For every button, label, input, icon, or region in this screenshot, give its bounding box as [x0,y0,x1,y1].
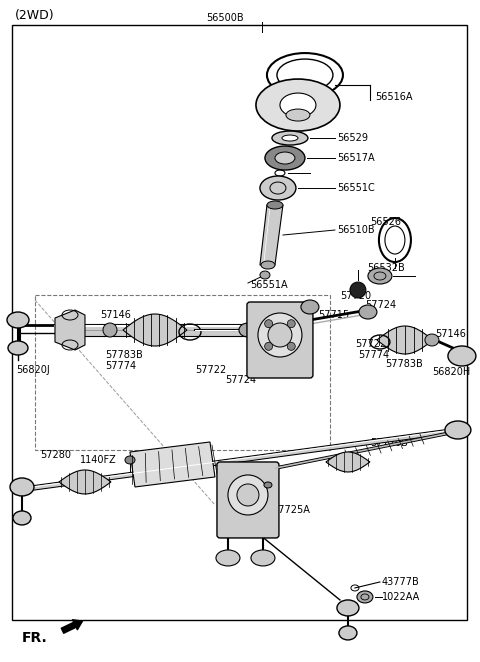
Ellipse shape [368,268,392,284]
Text: 43777B: 43777B [382,577,420,587]
Ellipse shape [268,323,292,347]
Text: 57146: 57146 [435,329,466,339]
Text: 56517A: 56517A [337,153,374,163]
Ellipse shape [337,600,359,616]
Text: 57774: 57774 [105,361,136,371]
Ellipse shape [264,320,273,328]
Text: 56500B: 56500B [206,13,244,23]
Ellipse shape [339,626,357,640]
Ellipse shape [425,334,439,346]
Polygon shape [377,326,433,354]
Text: 57774: 57774 [358,350,389,360]
Ellipse shape [256,79,340,131]
Text: 57720B: 57720B [370,438,408,448]
Ellipse shape [260,271,270,279]
Ellipse shape [280,93,316,117]
Text: 57724: 57724 [365,300,396,310]
Ellipse shape [228,475,268,515]
Text: 56529: 56529 [337,133,368,143]
Text: 1140FZ: 1140FZ [80,455,117,465]
Text: 57783B: 57783B [105,350,143,360]
Text: 56820H: 56820H [432,367,470,377]
Text: 57725A: 57725A [272,505,310,515]
Ellipse shape [239,323,257,337]
Ellipse shape [251,550,275,566]
Ellipse shape [13,511,31,525]
Text: 56551A: 56551A [250,280,288,290]
Ellipse shape [287,320,295,328]
FancyBboxPatch shape [247,302,313,378]
Text: 56532B: 56532B [367,263,405,273]
Ellipse shape [265,146,305,170]
Ellipse shape [264,482,272,488]
Text: 1022AA: 1022AA [382,592,420,602]
Text: 57720: 57720 [340,291,371,301]
Ellipse shape [8,341,28,355]
Ellipse shape [267,201,283,209]
Text: FR.: FR. [22,631,48,645]
Ellipse shape [263,507,273,517]
Ellipse shape [237,484,259,506]
Text: 57783B: 57783B [385,359,423,369]
Ellipse shape [301,300,319,314]
FancyArrowPatch shape [61,620,83,634]
Polygon shape [55,310,85,350]
Ellipse shape [350,282,366,298]
FancyBboxPatch shape [217,462,279,538]
Ellipse shape [10,478,34,496]
Text: 57724: 57724 [225,375,256,385]
Text: 56510B: 56510B [337,225,374,235]
Ellipse shape [448,346,476,366]
Ellipse shape [287,342,295,350]
FancyBboxPatch shape [55,324,285,336]
Polygon shape [326,452,370,472]
Text: 57722: 57722 [355,339,386,349]
Polygon shape [59,470,111,494]
Text: 56551C: 56551C [337,183,375,193]
Ellipse shape [260,176,296,200]
Ellipse shape [359,305,377,319]
Text: (2WD): (2WD) [15,9,55,22]
Text: 57715: 57715 [318,310,349,320]
Ellipse shape [261,261,275,269]
Ellipse shape [445,421,471,439]
Ellipse shape [275,152,295,164]
Polygon shape [260,205,283,265]
Polygon shape [123,314,187,346]
Text: 56820J: 56820J [16,365,50,375]
Ellipse shape [357,591,373,603]
Ellipse shape [103,323,117,337]
Ellipse shape [258,313,302,357]
Text: 57722: 57722 [195,365,226,375]
Ellipse shape [282,135,298,141]
Text: 56516A: 56516A [375,92,412,102]
Polygon shape [130,442,215,487]
Ellipse shape [264,342,273,350]
Ellipse shape [7,312,29,328]
Ellipse shape [125,456,135,464]
Ellipse shape [216,550,240,566]
Text: 57146: 57146 [100,310,131,320]
Ellipse shape [272,131,308,145]
Text: 56526: 56526 [370,217,401,227]
Ellipse shape [286,109,310,121]
Text: 57280: 57280 [40,450,71,460]
